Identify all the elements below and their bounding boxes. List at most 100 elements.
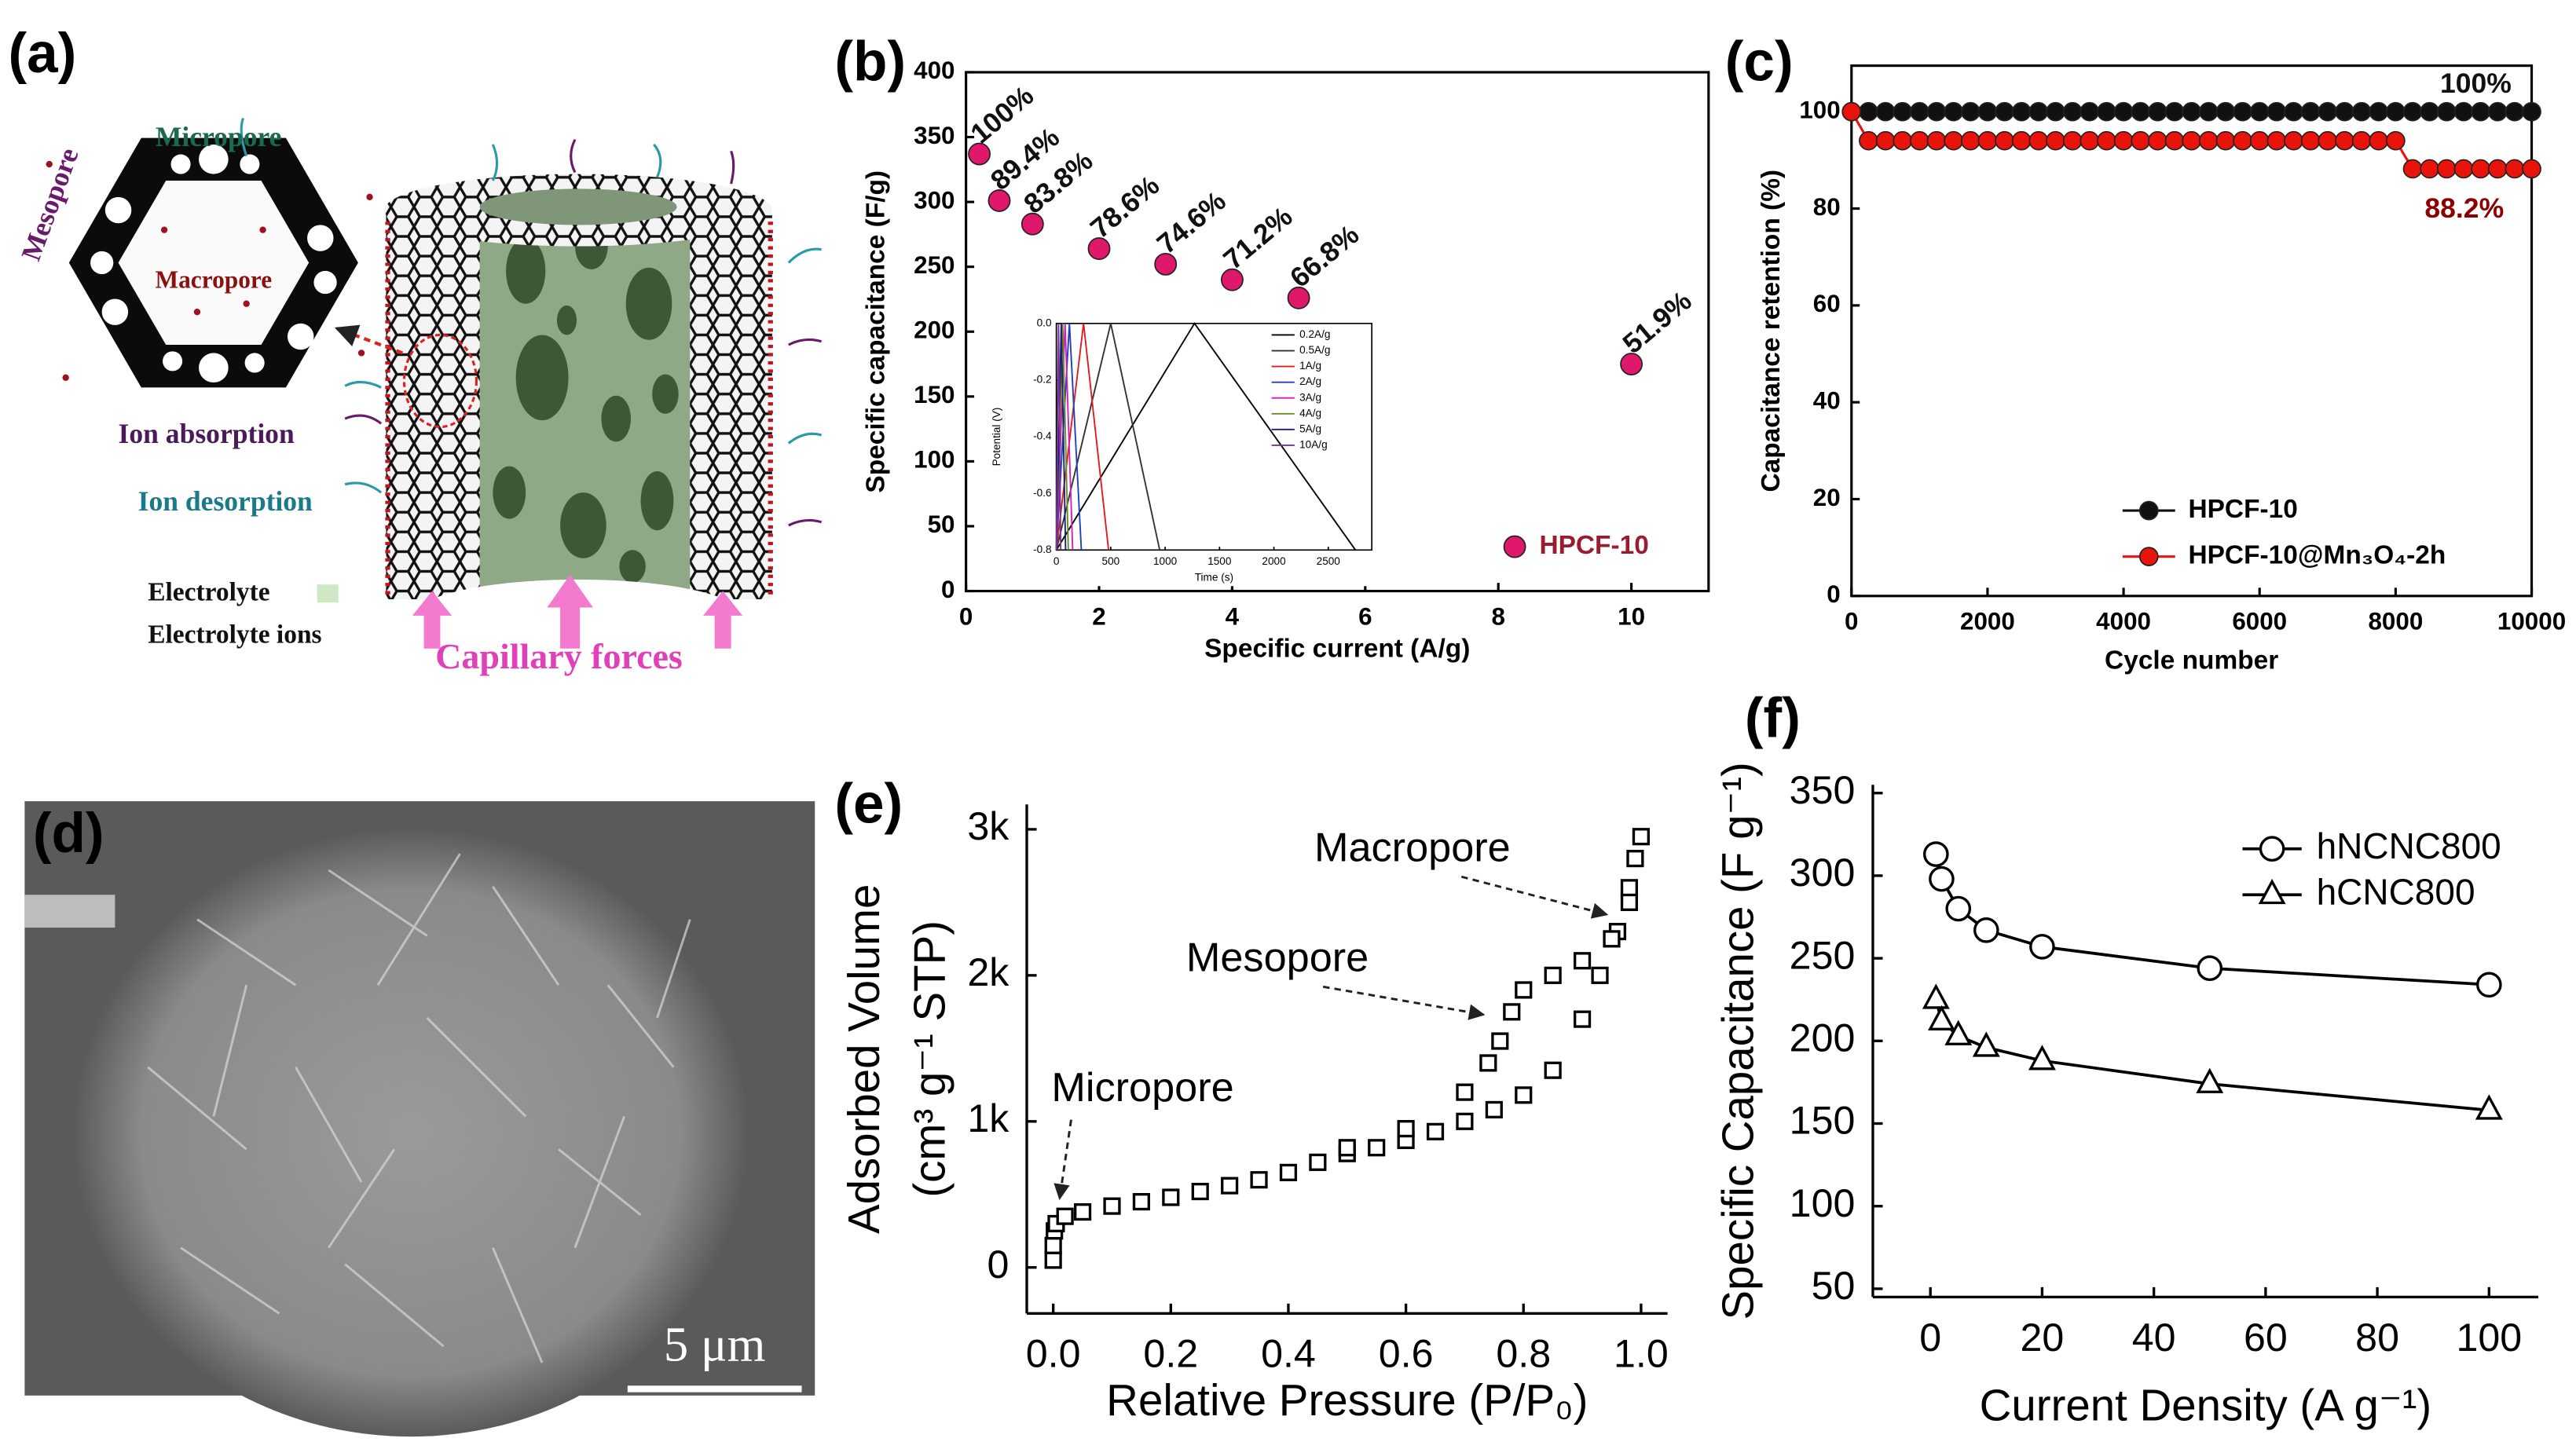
scale-bar-label: 5 μm bbox=[664, 1317, 765, 1372]
diagram-label: Micropore bbox=[156, 121, 282, 152]
y-tick-label: 100 bbox=[914, 446, 955, 474]
diagram-label: Mesopore bbox=[15, 144, 85, 265]
legend-label: 4A/g bbox=[1299, 407, 1321, 419]
marker bbox=[1044, 1236, 1062, 1254]
marker bbox=[2284, 130, 2303, 151]
marker bbox=[2215, 101, 2236, 122]
y-axis-title: (cm³ g⁻¹ STP) bbox=[905, 920, 955, 1198]
legend-label: HPCF-10 bbox=[2188, 495, 2297, 524]
marker bbox=[2079, 130, 2100, 151]
marker bbox=[2300, 101, 2321, 122]
marker bbox=[1544, 1061, 1562, 1079]
marker bbox=[2335, 101, 2354, 122]
x-tick-label: 500 bbox=[1102, 555, 1120, 567]
y-tick-label: 50 bbox=[928, 511, 955, 538]
x-tick-label: 8 bbox=[1491, 602, 1504, 630]
marker bbox=[1926, 130, 1947, 151]
x-tick-label: 0.6 bbox=[1379, 1332, 1434, 1376]
marker bbox=[2196, 1067, 2224, 1093]
legend-label: 10A/g bbox=[1299, 439, 1327, 451]
marker bbox=[2471, 159, 2490, 179]
marker bbox=[2351, 130, 2372, 151]
marker bbox=[1073, 1203, 1092, 1221]
x-tick-label: 1000 bbox=[1153, 555, 1178, 567]
annotation-arrow bbox=[1460, 875, 1609, 919]
annotation: Micropore bbox=[1051, 1065, 1233, 1111]
y-tick-label: 40 bbox=[1813, 386, 1841, 414]
x-tick-label: 0.2 bbox=[1143, 1332, 1198, 1376]
y-tick-label: 1k bbox=[967, 1096, 1010, 1140]
marker bbox=[2402, 101, 2423, 122]
marker bbox=[1945, 895, 1972, 922]
marker bbox=[1944, 1019, 1973, 1045]
marker bbox=[1456, 1112, 1474, 1130]
marker bbox=[2113, 101, 2134, 122]
marker bbox=[2198, 130, 2219, 151]
marker bbox=[1995, 130, 2014, 151]
marker bbox=[1977, 101, 1998, 122]
marker bbox=[2029, 934, 2055, 960]
marker bbox=[2197, 955, 2223, 982]
y-axis-title: Specific Capacitance (F g⁻¹) bbox=[1713, 762, 1763, 1319]
y-tick-label: 0 bbox=[941, 576, 955, 603]
marker bbox=[1995, 101, 2014, 122]
panel-label: (a) bbox=[8, 23, 76, 85]
panel-label: (e) bbox=[834, 773, 903, 835]
marker bbox=[1485, 1100, 1503, 1119]
legend-label: hNCNC800 bbox=[2317, 825, 2501, 866]
x-tick-label: 40 bbox=[2132, 1316, 2176, 1360]
y-tick-label: 250 bbox=[914, 251, 955, 279]
marker bbox=[2198, 101, 2219, 122]
marker bbox=[988, 189, 1011, 212]
marker bbox=[2505, 101, 2525, 122]
marker bbox=[2028, 101, 2049, 122]
marker bbox=[1893, 101, 1913, 122]
marker bbox=[1544, 966, 1562, 984]
y-tick-label: 0.0 bbox=[1037, 317, 1052, 328]
marker bbox=[1479, 1054, 1497, 1072]
annotation: 100% bbox=[2440, 68, 2512, 99]
marker bbox=[1620, 893, 1639, 911]
y-tick-label: 200 bbox=[1790, 1016, 1856, 1060]
x-tick-label: 1500 bbox=[1207, 555, 1232, 567]
marker bbox=[2028, 130, 2049, 151]
x-tick-label: 1.0 bbox=[1614, 1332, 1669, 1376]
diagram-label: Macropore bbox=[156, 266, 273, 294]
annotation: 88.2% bbox=[2424, 192, 2504, 224]
marker bbox=[2138, 500, 2159, 521]
panel-label: (c) bbox=[1725, 31, 1794, 93]
marker bbox=[2351, 101, 2372, 122]
marker bbox=[1944, 130, 1963, 151]
hexagon-core bbox=[118, 180, 310, 345]
x-tick-label: 0.0 bbox=[1026, 1332, 1081, 1376]
marker bbox=[2164, 130, 2185, 151]
marker bbox=[2182, 101, 2201, 122]
zoom-arrow bbox=[334, 324, 404, 355]
marker bbox=[1044, 1251, 1062, 1269]
electrolyte-swatch bbox=[317, 584, 339, 603]
annotation: Mesopore bbox=[1186, 935, 1369, 981]
marker bbox=[1503, 1003, 1521, 1021]
y-tick-label: 3k bbox=[967, 804, 1010, 848]
marker bbox=[1859, 101, 1878, 122]
x-tick-label: 2000 bbox=[1262, 555, 1286, 567]
marker bbox=[1632, 828, 1650, 846]
marker bbox=[2487, 159, 2508, 179]
legend-label: 2A/g bbox=[1299, 375, 1321, 387]
x-tick-label: 0.8 bbox=[1496, 1332, 1551, 1376]
marker bbox=[1503, 535, 1526, 558]
x-tick-label: 0 bbox=[1845, 608, 1858, 635]
x-tick-label: 80 bbox=[2355, 1316, 2399, 1360]
marker bbox=[2522, 159, 2541, 179]
marker bbox=[2011, 101, 2032, 122]
marker bbox=[1456, 1083, 1474, 1101]
marker bbox=[1626, 850, 1644, 868]
marker bbox=[1397, 1120, 1415, 1138]
zoom-circle bbox=[402, 333, 478, 429]
marker bbox=[968, 142, 991, 166]
pore-dots bbox=[46, 160, 373, 381]
marker bbox=[1154, 252, 1178, 276]
marker bbox=[1944, 101, 1963, 122]
panel-d-image: 5 μm bbox=[24, 801, 815, 1437]
marker bbox=[2148, 130, 2167, 151]
